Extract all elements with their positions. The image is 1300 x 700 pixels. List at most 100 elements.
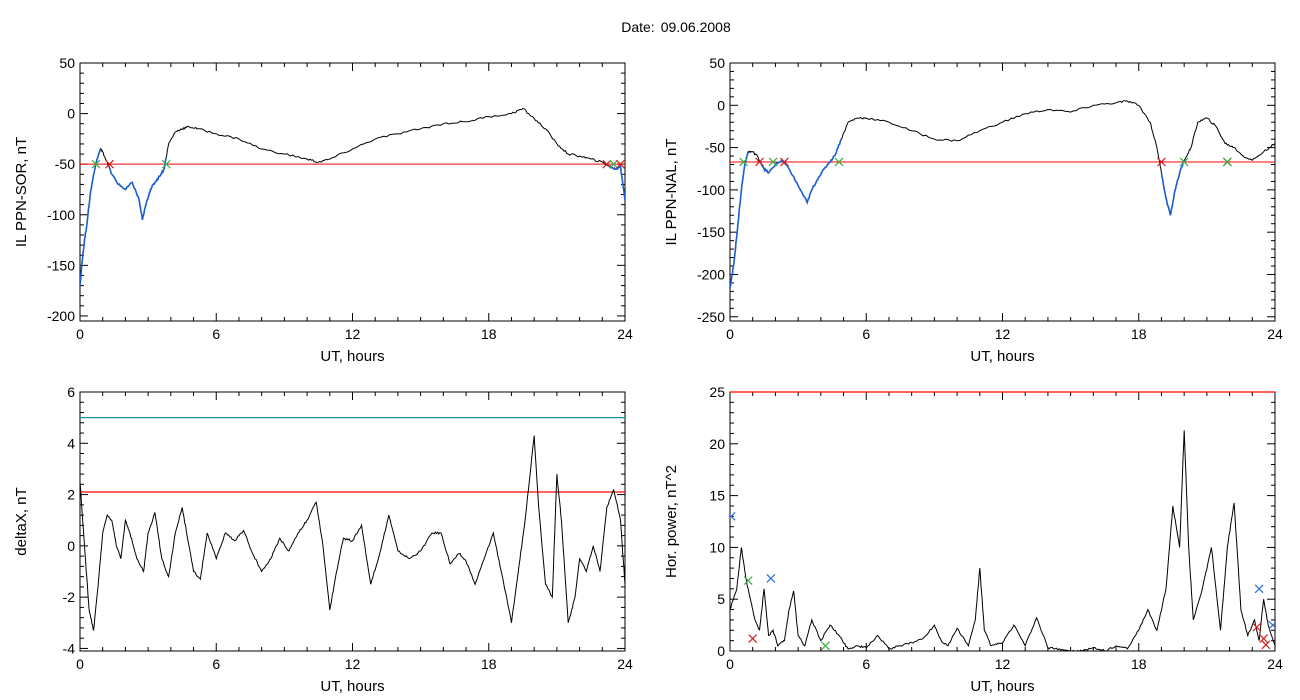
nal-marker-stroke [755, 157, 764, 167]
nal-substorm-segment [730, 151, 749, 288]
sor-plot-area [80, 107, 625, 286]
sor-xlabel: UT, hours [320, 348, 384, 365]
figure-title: Date: 09.06.2008 [0, 19, 1300, 35]
power-xtick-label: 24 [1267, 656, 1283, 672]
power-marker-stroke [748, 634, 758, 643]
power-marker-stroke [766, 574, 776, 583]
sor-ytick-label: -150 [47, 257, 75, 273]
sor-xtick-label: 18 [481, 326, 497, 342]
deltax-ytick-label: 4 [67, 435, 75, 451]
sor-ytick-label: -100 [47, 207, 75, 223]
nal-marker [1179, 157, 1189, 167]
sor-xtick-label: 6 [212, 326, 220, 342]
nal-xtick-label: 0 [726, 326, 734, 342]
nal-ytick-label: 50 [709, 55, 725, 71]
power-marker [1261, 640, 1271, 650]
nal-ylabel: IL PPN-NAL, nT [663, 139, 680, 246]
deltax-ytick-label: 6 [67, 384, 75, 400]
deltax-xtick-label: 24 [617, 656, 633, 672]
sor-marker [616, 159, 625, 169]
nal-marker [739, 157, 749, 167]
deltax-xtick-label: 12 [345, 656, 361, 672]
nal-panel: 0 6 12 18 24 50 0 -50 -100 -150 -200 -250 UT, hours I… [663, 55, 1283, 365]
nal-plot-area [730, 100, 1275, 288]
deltax-panel: 0 6 12 18 24 6 4 2 0 -2 -4 UT, hours deltaX, nT [13, 384, 633, 695]
nal-marker [834, 157, 844, 167]
deltax-xtick-label: 6 [212, 656, 220, 672]
power-xlabel: UT, hours [970, 678, 1034, 695]
sor-marker [602, 159, 612, 169]
power-xtick-label: 12 [995, 656, 1011, 672]
sor-marker-stroke [161, 159, 171, 169]
power-marker-stroke [1252, 622, 1262, 632]
sor-ytick-label: 0 [67, 106, 75, 122]
nal-marker-stroke [1157, 157, 1166, 167]
nal-xtick-label: 18 [1131, 326, 1147, 342]
power-panel: 0 6 12 18 24 25 20 15 10 5 0 UT, hours Hor. power, n… [663, 384, 1283, 695]
power-ytick-label: 15 [709, 488, 725, 504]
sor-marker-stroke [105, 159, 114, 169]
nal-marker-stroke [834, 157, 844, 167]
date-label: Date: [621, 19, 655, 35]
nal-marker-stroke [739, 157, 749, 167]
nal-ytick-label: -150 [697, 224, 725, 240]
sor-xtick-label: 12 [345, 326, 361, 342]
sor-marker-stroke [91, 159, 101, 169]
power-marker [820, 641, 830, 651]
power-xtick-label: 0 [726, 656, 734, 672]
deltax-ylabel: deltaX, nT [13, 487, 30, 555]
deltax-ytick-label: 0 [67, 538, 75, 554]
power-marker-stroke [1254, 584, 1264, 594]
nal-marker-stroke [780, 157, 789, 167]
power-ytick-label: 20 [709, 436, 725, 452]
power-xtick-label: 6 [862, 656, 870, 672]
sor-xtick-label: 0 [76, 326, 84, 342]
deltax-series-line [80, 435, 625, 631]
power-marker [1254, 584, 1264, 594]
nal-series-line [730, 100, 1275, 288]
power-ytick-label: 5 [717, 591, 725, 607]
nal-ytick-label: -100 [697, 182, 725, 198]
power-marker-stroke [743, 576, 753, 585]
nal-marker [755, 157, 764, 167]
power-xtick-label: 18 [1131, 656, 1147, 672]
nal-ytick-label: -200 [697, 266, 725, 282]
sor-marker [609, 159, 619, 169]
sor-ytick-label: -50 [55, 156, 75, 172]
sor-ytick-label: -200 [47, 308, 75, 324]
deltax-frame [79, 391, 626, 652]
nal-xlabel: UT, hours [970, 348, 1034, 365]
nal-marker [1222, 157, 1232, 167]
power-ytick-label: 25 [709, 384, 725, 400]
deltax-xtick-label: 18 [481, 656, 497, 672]
nal-substorm-segment [759, 138, 843, 206]
sor-series-line [80, 107, 625, 286]
sor-frame [79, 62, 626, 322]
nal-frame [729, 62, 1276, 322]
nal-marker-stroke [1222, 157, 1232, 167]
sor-ytick-label: 50 [59, 55, 75, 71]
nal-xtick-label: 6 [862, 326, 870, 342]
nal-ytick-label: 0 [717, 97, 725, 113]
nal-ytick-label: -250 [697, 309, 725, 325]
sor-marker-stroke [602, 159, 612, 169]
power-series-line [730, 430, 1275, 651]
sor-marker-stroke [609, 159, 619, 169]
nal-marker [1157, 157, 1166, 167]
power-marker [1259, 634, 1269, 643]
deltax-ytick-label: 2 [67, 487, 75, 503]
nal-ytick-label: -50 [705, 140, 725, 156]
power-ytick-label: 10 [709, 539, 725, 555]
nal-marker [780, 157, 789, 167]
date-value: 09.06.2008 [660, 19, 731, 35]
deltax-plot-area [80, 435, 625, 631]
nal-substorm-segment [1160, 159, 1185, 216]
deltax-xtick-label: 0 [76, 656, 84, 672]
sor-marker [91, 159, 101, 169]
sor-substorm-segment [80, 148, 102, 286]
sor-ylabel: IL PPN-SOR, nT [13, 137, 30, 247]
power-marker-stroke [820, 641, 830, 651]
power-marker [1252, 622, 1262, 632]
power-ytick-label: 0 [717, 643, 725, 659]
power-plot-area [730, 430, 1275, 651]
